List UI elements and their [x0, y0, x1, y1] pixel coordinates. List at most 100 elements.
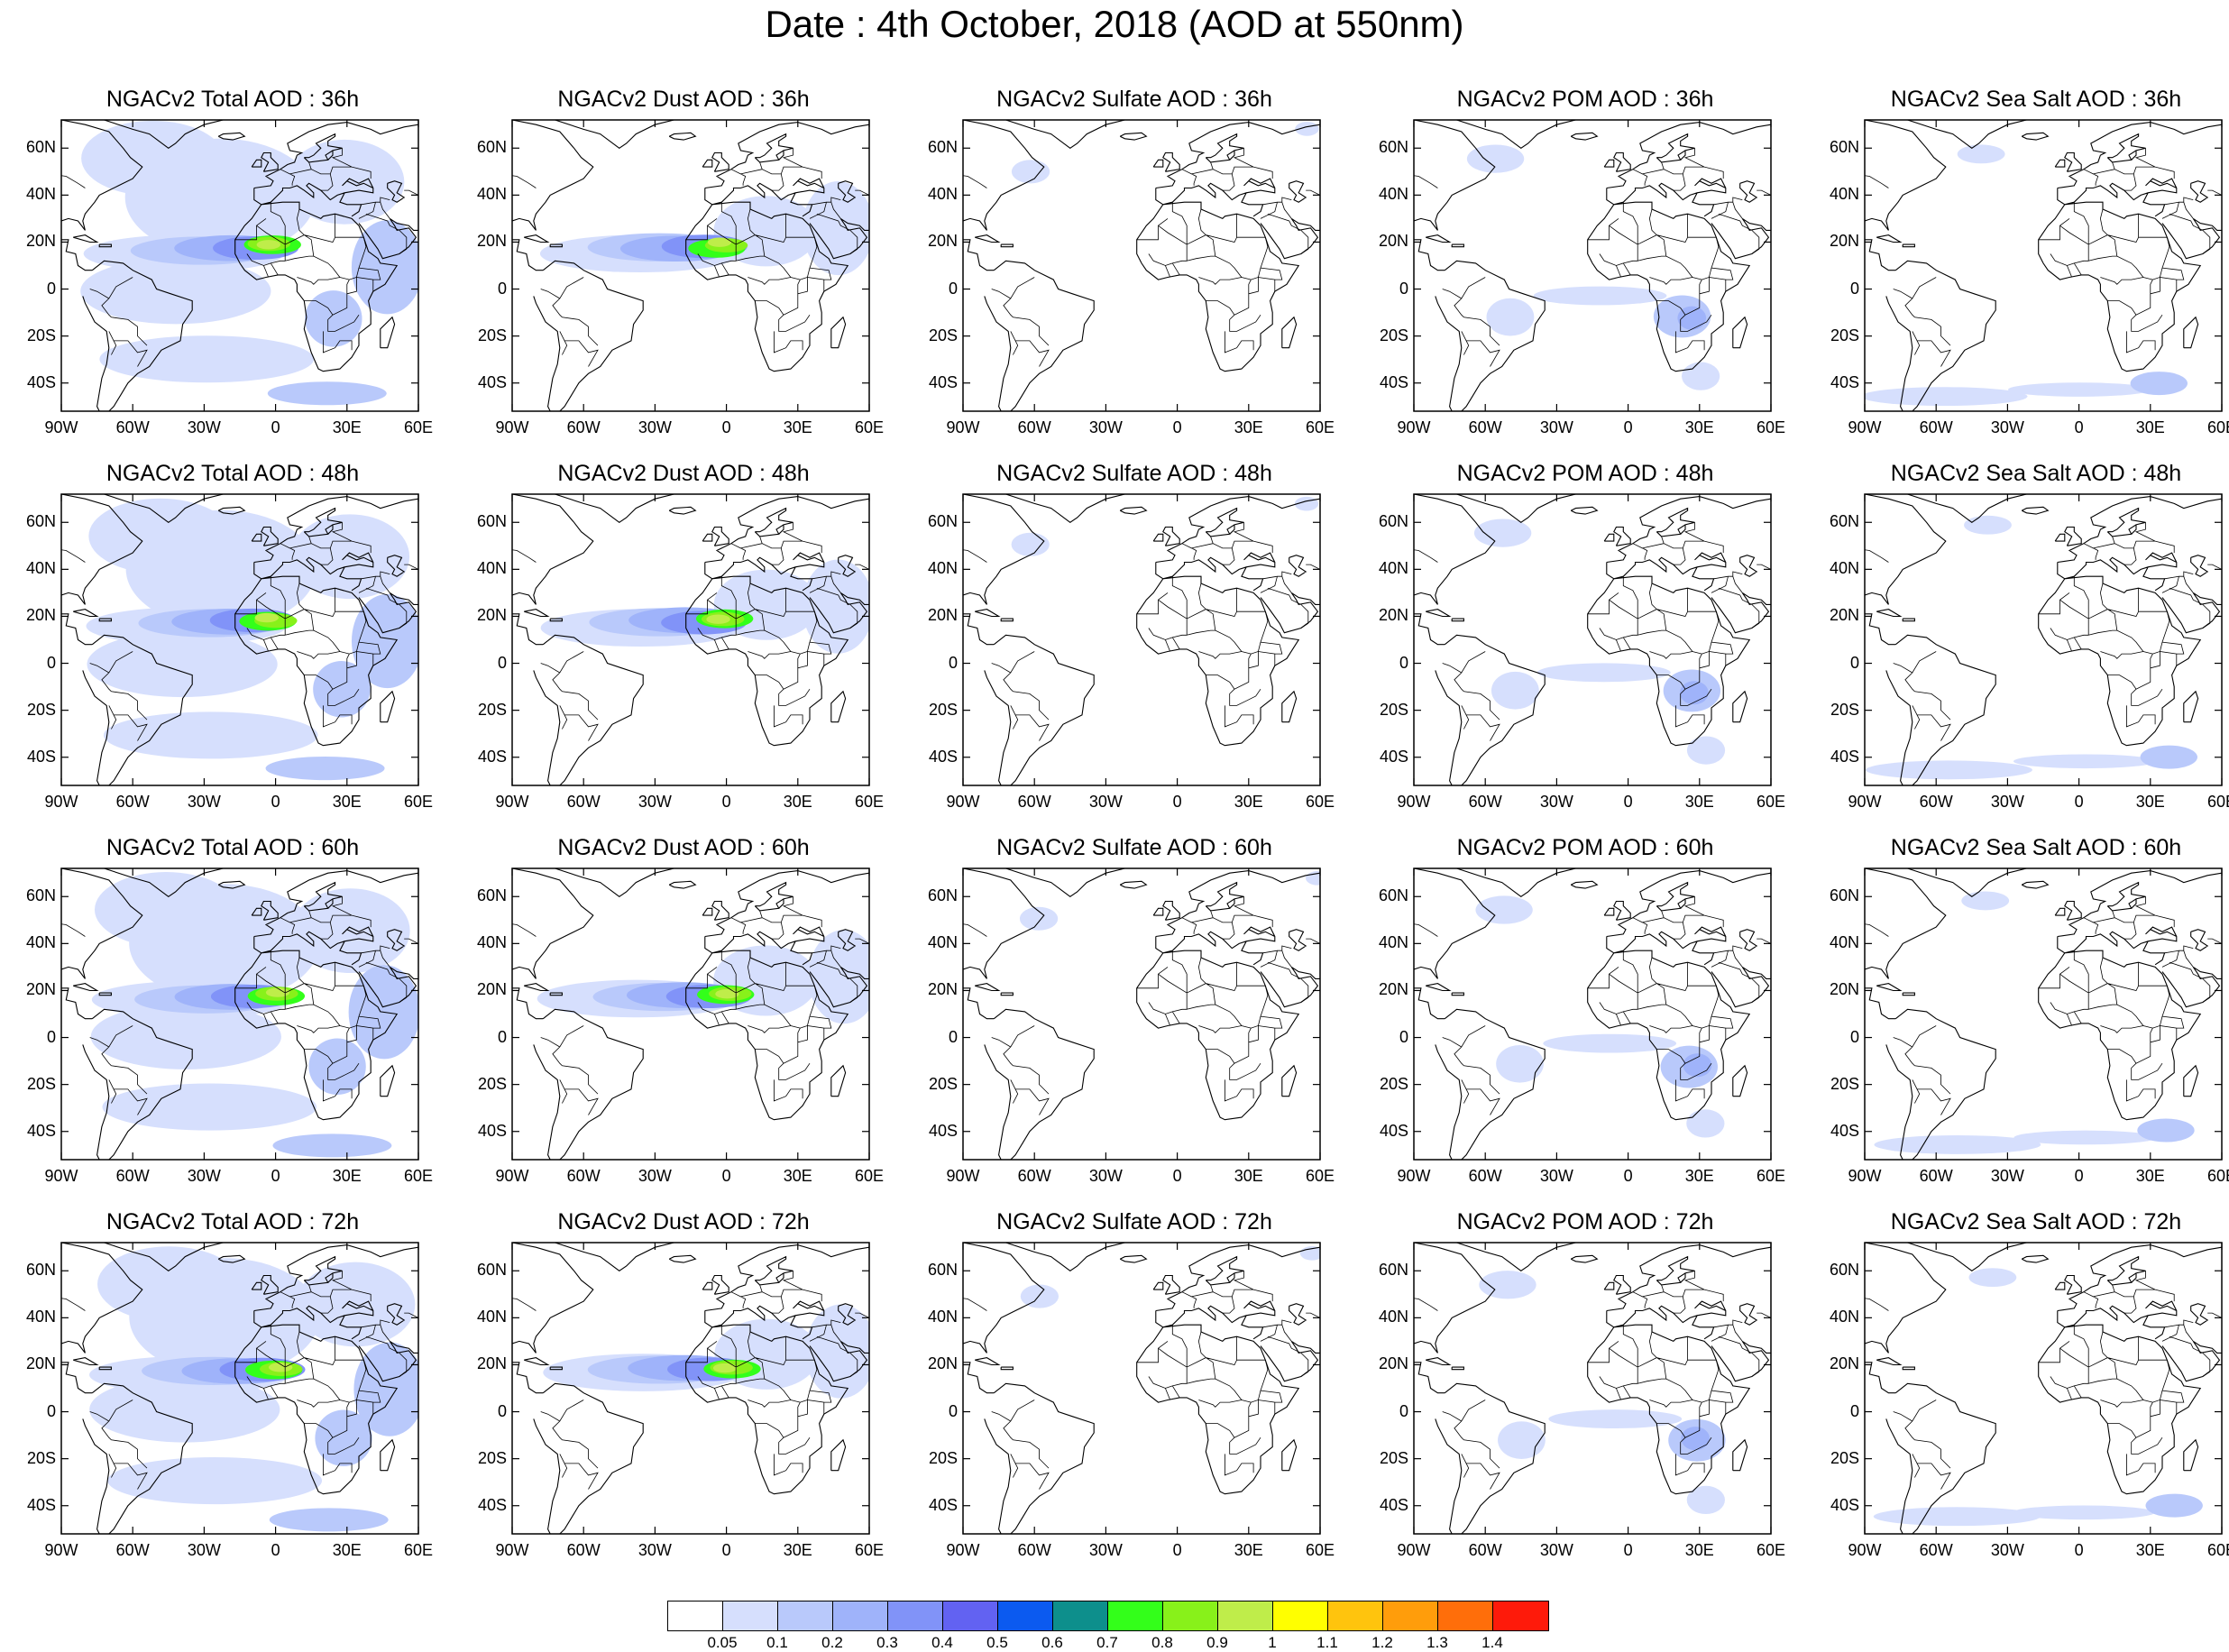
aod-shading — [1865, 144, 2188, 407]
lon-label: 30W — [1088, 1167, 1123, 1185]
lon-label: 90W — [1848, 418, 1882, 436]
map-plot — [1413, 493, 1772, 786]
lat-label: 40S — [26, 372, 56, 391]
lon-label: 30E — [783, 793, 812, 811]
aod-contour-blob — [1548, 1409, 1683, 1429]
lon-label: 60E — [854, 1541, 885, 1559]
lon-label: 60E — [403, 793, 434, 811]
lat-label: 40S — [26, 747, 56, 766]
lat-label: 60N — [1829, 138, 1859, 157]
lat-label: 0 — [1849, 1401, 1859, 1420]
lat-label: 20N — [476, 606, 507, 625]
lat-label: 20N — [476, 980, 507, 999]
map-panel: NGACv2 Sea Salt AOD : 60h 60N 40N 20N 0 20S 40… — [1811, 834, 2229, 1204]
lat-label: 20S — [26, 326, 56, 344]
lon-label: 30W — [1990, 1541, 2024, 1559]
lat-label: 0 — [497, 1401, 507, 1420]
lat-label: 40S — [928, 1121, 958, 1140]
lon-label: 30E — [783, 1167, 812, 1185]
aod-contour-blob — [1475, 895, 1533, 924]
coastline — [1414, 868, 1771, 1160]
lat-label: 60N — [1378, 138, 1408, 157]
lon-label: 30E — [332, 418, 362, 436]
lat-label: 20S — [26, 1448, 56, 1467]
country-borders — [512, 1271, 869, 1490]
colorbar-tick-label: 1.4 — [1481, 1634, 1503, 1651]
colorbar-swatch — [1053, 1602, 1108, 1630]
coastline — [963, 120, 1320, 411]
lon-label: 30W — [1539, 418, 1573, 436]
lon-label: 30E — [1234, 793, 1263, 811]
map-plot — [962, 1242, 1321, 1535]
colorbar-swatch — [1108, 1602, 1163, 1630]
lon-label: 0 — [2074, 1541, 2084, 1559]
lon-label: 60E — [2206, 793, 2229, 811]
aod-contour-blob — [1681, 362, 1720, 390]
lat-label: 40N — [25, 933, 56, 952]
coastline — [1414, 120, 1771, 411]
lat-label: 0 — [1399, 1401, 1408, 1420]
lat-label: 20S — [26, 1074, 56, 1093]
colorbar-tick-label: 0.6 — [1041, 1634, 1063, 1651]
lat-label: 40S — [928, 372, 958, 391]
panel-title: NGACv2 POM AOD : 72h — [1456, 1209, 1714, 1234]
lon-label: 30E — [783, 1541, 812, 1559]
map-frame — [60, 119, 419, 412]
lat-label: 60N — [1378, 1261, 1408, 1280]
aod-contour-blob — [1873, 1507, 2041, 1527]
map-frame — [1413, 1242, 1772, 1535]
map-plot — [60, 867, 419, 1161]
lat-label: 40N — [927, 185, 958, 204]
lat-label: 40N — [476, 1308, 507, 1326]
aod-contour-blob — [1964, 515, 2012, 535]
lon-label: 0 — [1623, 1167, 1633, 1185]
coastline — [61, 1243, 418, 1534]
lon-label: 30E — [1234, 418, 1263, 436]
colorbar-swatch — [998, 1602, 1053, 1630]
lon-label: 60E — [854, 1167, 885, 1185]
colorbar-tick-label: 0.8 — [1151, 1634, 1173, 1651]
aod-contour-blob — [269, 1508, 389, 1532]
map-plot — [1864, 493, 2223, 786]
map-panel: NGACv2 Sea Salt AOD : 48h 60N 40N 20N 0 20S 40… — [1811, 460, 2229, 830]
map-frame — [962, 119, 1321, 412]
lon-label: 30E — [332, 1167, 362, 1185]
panel-title: NGACv2 Total AOD : 36h — [105, 87, 360, 112]
lon-label: 90W — [1848, 1541, 1882, 1559]
lon-label: 60W — [1919, 1541, 1953, 1559]
lon-label: 30E — [2135, 1167, 2165, 1185]
country-borders — [512, 522, 869, 741]
lat-label: 20N — [476, 1354, 507, 1373]
panel-title: NGACv2 Sea Salt AOD : 72h — [1890, 1209, 2182, 1234]
lat-label: 20N — [927, 980, 958, 999]
map-plot — [962, 493, 1321, 786]
lon-label: 30E — [332, 793, 362, 811]
aod-contour-blob — [715, 989, 739, 999]
map-panel: NGACv2 POM AOD : 36h 60N 40N 20N 0 20S 40S 90W 6… — [1360, 86, 1811, 455]
aod-contour-blob — [308, 1038, 366, 1095]
aod-contour-blob — [1486, 298, 1535, 336]
aod-contour-blob — [1677, 306, 1707, 330]
map-plot — [1864, 119, 2223, 412]
aod-contour-blob — [1686, 1109, 1725, 1138]
lat-label: 0 — [497, 1027, 507, 1046]
colorbar-tick-label: 1.3 — [1426, 1634, 1448, 1651]
map-panel: NGACv2 Total AOD : 72h 60N 40N 20N 0 20S 40S 90… — [7, 1208, 458, 1578]
coastline — [61, 120, 418, 411]
panel-title: NGACv2 Dust AOD : 48h — [557, 461, 810, 486]
lat-label: 60N — [25, 138, 56, 157]
panel-title: NGACv2 Total AOD : 60h — [105, 835, 360, 860]
aod-contour-blob — [802, 559, 869, 654]
colorbar-swatch — [1383, 1602, 1438, 1630]
lat-label: 40N — [1378, 559, 1408, 578]
lat-label: 20S — [1379, 1074, 1408, 1093]
lat-label: 60N — [927, 886, 958, 905]
country-borders — [1414, 896, 1771, 1115]
aod-contour-blob — [712, 1363, 738, 1373]
lat-label: 20S — [26, 700, 56, 719]
aod-contour-blob — [1491, 671, 1539, 710]
aod-contour-blob — [2013, 754, 2157, 769]
lon-label: 0 — [2074, 418, 2084, 436]
lat-label: 60N — [25, 1261, 56, 1280]
map-panel: NGACv2 Sea Salt AOD : 36h 60N 40N 20N 0 20S 40… — [1811, 86, 2229, 455]
